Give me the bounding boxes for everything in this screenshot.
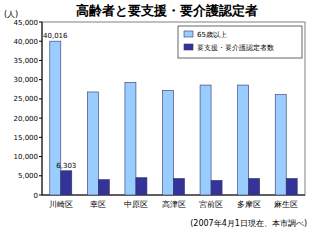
bar (211, 180, 222, 195)
y-tick-label: 0 (34, 192, 38, 200)
legend-label: 要支援・要介護認定者数 (197, 44, 274, 52)
y-tick-label: 20,000 (14, 115, 39, 123)
bar (125, 82, 136, 195)
y-tick-label: 15,000 (14, 134, 39, 142)
y-tick-label: 10,000 (14, 153, 39, 161)
x-tick-label: 川崎区 (49, 200, 73, 209)
data-label: 6,303 (56, 162, 76, 170)
title: 高齢者と要支援・要介護認定者 (76, 3, 258, 18)
x-tick-label: 多摩区 (237, 200, 261, 209)
bars (50, 41, 297, 195)
legend-swatch (184, 44, 193, 50)
x-tick-label: 中原区 (124, 200, 148, 209)
y-tick-label: 35,000 (14, 57, 39, 65)
y-tick-label: 25,000 (14, 95, 39, 103)
bar (87, 92, 98, 195)
bar (249, 178, 260, 195)
bar (286, 178, 297, 195)
bar (136, 178, 147, 195)
y-tick-label: 40,000 (14, 38, 39, 46)
annotation: (2007年4月1日現在、本市調べ) (190, 219, 307, 228)
y-tick-label: 30,000 (14, 76, 39, 84)
chart: 高齢者と要支援・要介護認定者(人)05,00010,00015,00020,00… (0, 0, 313, 234)
legend-label: 65歳以上 (197, 31, 227, 39)
y-axis (42, 22, 43, 195)
legend: 65歳以上要支援・要介護認定者数 (178, 26, 302, 58)
x-tick-label: 幸区 (90, 200, 106, 209)
bar (50, 41, 61, 195)
x-tick-label: 宮前区 (199, 200, 223, 209)
bar (98, 180, 109, 195)
x-tick-label: 高津区 (162, 200, 186, 209)
bar (200, 85, 211, 195)
y-tick-label: 45,000 (14, 19, 39, 27)
legend-box (178, 26, 302, 58)
bar (174, 178, 185, 195)
y-tick-label: 5,000 (18, 172, 38, 180)
x-tick-label: 麻生区 (274, 200, 298, 209)
bar (275, 95, 286, 195)
data-label: 40,016 (43, 32, 68, 40)
bar (238, 85, 249, 195)
plot-frame (42, 22, 305, 195)
bar (61, 171, 72, 195)
bar (163, 90, 174, 195)
legend-swatch (184, 31, 193, 37)
